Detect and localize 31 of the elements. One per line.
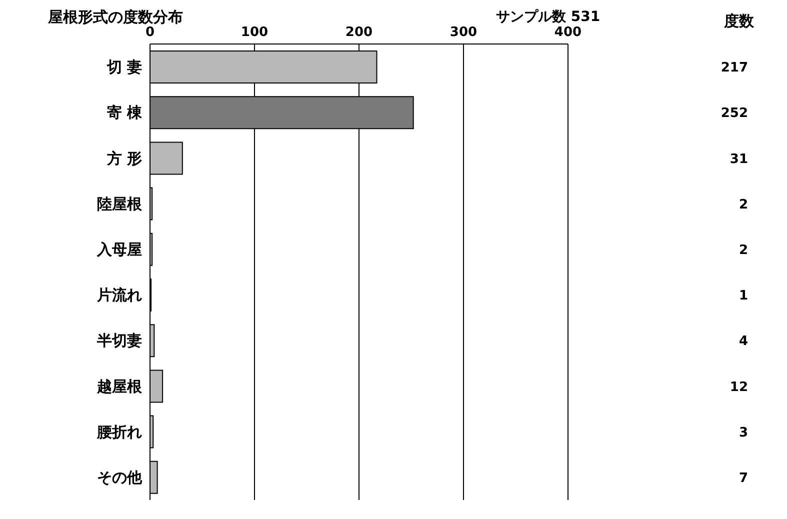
- y-tick-label: その他: [97, 468, 143, 487]
- data-label: 217: [720, 60, 748, 76]
- y-tick-label: 越屋根: [96, 377, 143, 396]
- chart-title: 屋根形式の度数分布: [48, 8, 183, 26]
- text: 度数: [724, 12, 754, 31]
- data-label: 4: [738, 334, 748, 350]
- data-label: 3: [738, 425, 748, 440]
- y-tick-label: 寄 棟: [106, 104, 143, 122]
- data-label: 2: [738, 197, 748, 212]
- x-tick-label: 200: [345, 25, 373, 40]
- y-tick-label: 片流れ: [96, 286, 142, 304]
- data-label: 252: [720, 106, 748, 122]
- y-tick-label: 陸屋根: [97, 194, 143, 213]
- x-tick-label: 300: [450, 25, 478, 40]
- data-label: 7: [738, 470, 748, 486]
- bar: [150, 370, 164, 403]
- y-tick-label: 入母屋: [96, 240, 142, 259]
- y-tick-label: 半切妻: [96, 332, 142, 350]
- bar: [150, 142, 183, 175]
- data-label: 2: [738, 242, 748, 258]
- chart-subtitle: サンプル数 531: [496, 8, 600, 26]
- x-tick-label: 400: [554, 25, 582, 40]
- x-tick-label: 0: [145, 25, 155, 40]
- y-tick-label: 方 形: [106, 149, 142, 168]
- y-tick-label: 腰折れ: [96, 422, 142, 441]
- data-label: 31: [730, 152, 748, 167]
- x-tick-label: 100: [240, 25, 268, 40]
- y-tick-label: 切 妻: [106, 58, 142, 76]
- data-label: 1: [738, 288, 748, 304]
- bar: [150, 460, 158, 494]
- data-label: 12: [730, 380, 748, 395]
